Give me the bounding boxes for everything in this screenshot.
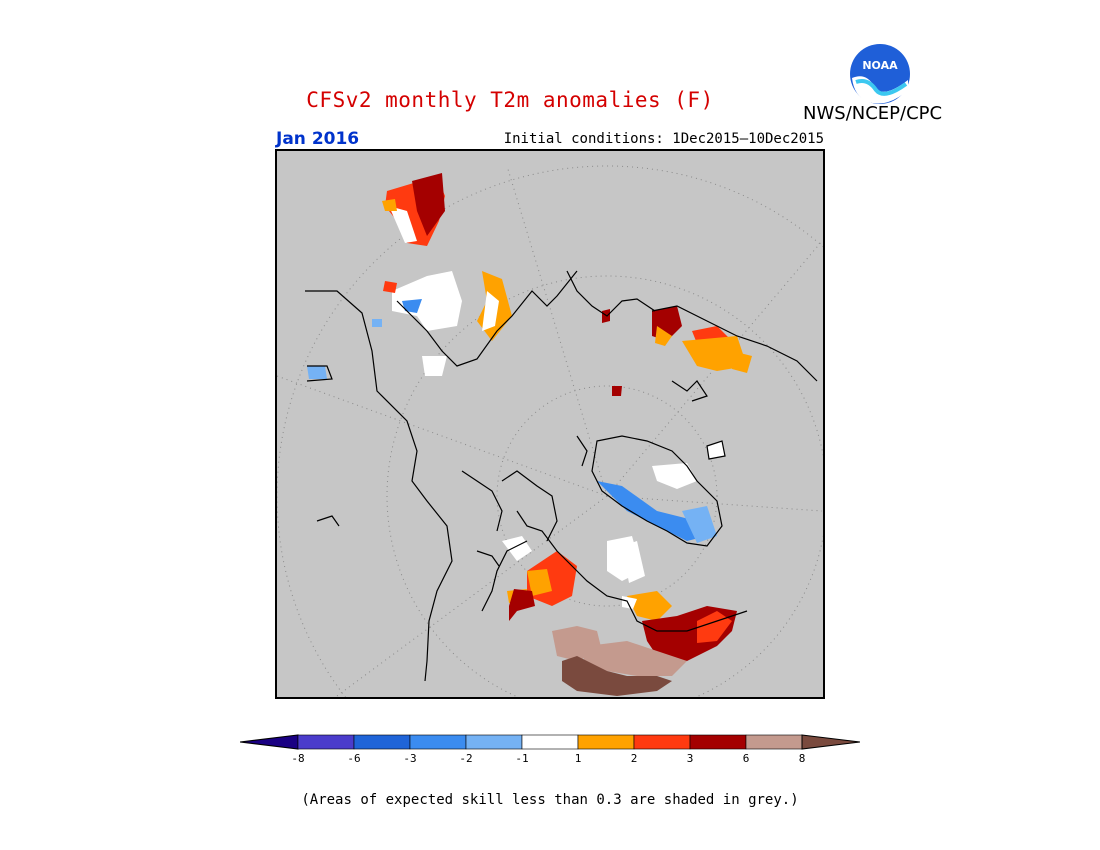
colorbar-tick: 1 <box>574 752 582 765</box>
colorbar <box>240 734 860 750</box>
agency-label: NWS/NCEP/CPC <box>803 103 943 124</box>
chart-title-text: CFSv2 monthly T2m anomalies (F) <box>306 88 714 112</box>
noaa-logo-icon: NOAA <box>850 44 910 104</box>
colorbar-cell <box>297 734 355 750</box>
polar-map <box>277 165 823 697</box>
colorbar-tick: -1 <box>515 752 529 765</box>
logo-text: NOAA <box>862 59 898 72</box>
colorbar-cell <box>409 734 467 750</box>
colorbar-tick: -8 <box>291 752 305 765</box>
colorbar-tick: 3 <box>686 752 694 765</box>
colorbar-tick: -6 <box>347 752 361 765</box>
skill-footnote: (Areas of expected skill less than 0.3 a… <box>301 792 799 808</box>
colorbar-tick: 6 <box>742 752 750 765</box>
initial-conditions: Initial conditions: 1Dec2015—10Dec2015 <box>503 131 824 147</box>
colorbar-tick: 8 <box>798 752 806 765</box>
forecast-month: Jan 2016 <box>276 129 360 149</box>
map-panel <box>275 149 825 699</box>
colorbar-tick: 2 <box>630 752 638 765</box>
colorbar-cell <box>689 734 747 750</box>
coastlines <box>305 270 818 682</box>
colorbar-arrow-low <box>240 734 299 750</box>
colorbar-ticks: -8 -6 -3 -2 -1 1 2 3 6 8 <box>0 752 1100 768</box>
colorbar-cell <box>577 734 635 750</box>
chart-title: CFSv2 monthly T2m anomalies (F) <box>0 88 1100 112</box>
colorbar-tick: -2 <box>459 752 473 765</box>
colorbar-arrow-high <box>801 734 860 750</box>
colorbar-cell <box>633 734 691 750</box>
colorbar-cell <box>745 734 803 750</box>
map-grid <box>277 165 823 697</box>
colorbar-cell <box>353 734 411 750</box>
colorbar-cell <box>465 734 523 750</box>
colorbar-tick: -3 <box>403 752 417 765</box>
colorbar-cell <box>521 734 579 750</box>
anomaly-shading <box>307 173 752 696</box>
